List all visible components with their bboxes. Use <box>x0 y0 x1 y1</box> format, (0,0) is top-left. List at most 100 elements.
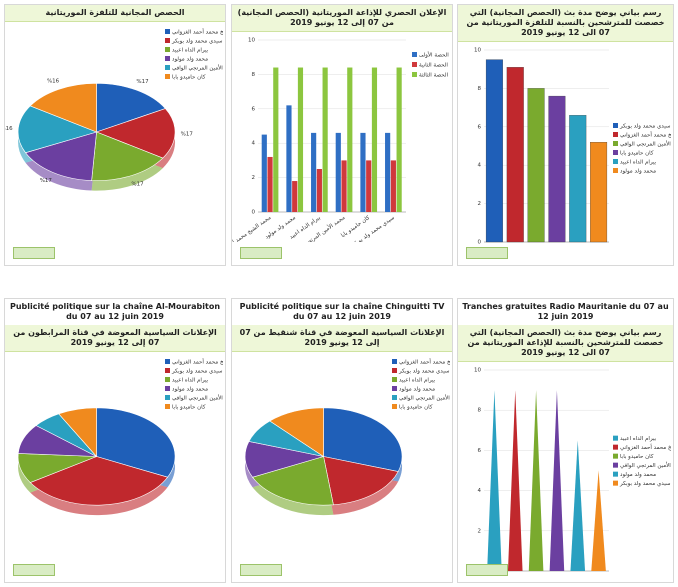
bar <box>385 132 391 212</box>
chart-panel: Tranches gratuites Radio Mauritanie du 0… <box>457 298 674 583</box>
y-tick-label: 2 <box>252 175 256 181</box>
pie-slice <box>17 105 98 154</box>
legend-swatch <box>412 62 417 67</box>
legend-swatch <box>613 141 618 146</box>
value-label: %16 <box>47 78 60 84</box>
legend-label: محمد الأمين المرتجي الوافي <box>172 64 223 72</box>
pie-slice <box>252 456 334 506</box>
legend-swatch <box>165 74 170 79</box>
legend-label: بيرام الداه اعبيد <box>172 48 209 54</box>
pie-slice <box>29 83 97 133</box>
bar <box>569 115 587 243</box>
chart-title: رسم بياني يوضح مدة بث (الحصص المجانية) ا… <box>458 5 673 42</box>
chart-title: الإعلان الحصري للإذاعة الموريتانية (الحص… <box>232 5 452 32</box>
legend-swatch <box>613 435 618 441</box>
chart: %17 %17 %17 %17 %16 %16 محمد الشيخ محمد أحمد ا… <box>5 28 225 191</box>
legend-label: محمد الشيخ محمد أحمد الغزواني <box>620 131 671 139</box>
legend-label: محمد الشيخ محمد أحمد الغزواني <box>172 358 223 366</box>
pie-slice <box>25 131 97 181</box>
legend-label: محمد الشيخ محمد أحمد الغزواني <box>399 358 450 366</box>
chart: 0 2 4 6 8 10 الحصة الأولى الحصة الثانية الحصة ال… <box>232 38 449 264</box>
pie-slice <box>91 131 164 181</box>
legend-label: محمد ولد مولود <box>620 169 656 175</box>
bar <box>311 132 317 212</box>
legend-swatch <box>392 404 397 409</box>
y-tick-label: 8 <box>478 408 482 414</box>
pie-slice <box>96 407 176 478</box>
y-tick-label: 10 <box>474 48 481 54</box>
legend-swatch <box>613 462 618 468</box>
legend-label: محمد الأمين المرتجي الوافي <box>620 461 671 469</box>
legend-swatch <box>165 395 170 400</box>
legend-swatch <box>165 38 170 43</box>
legend-swatch <box>165 359 170 364</box>
bar <box>316 169 322 212</box>
legend-swatch <box>613 168 618 173</box>
chart-title: Publicité politique sur la chaîne Chingu… <box>239 302 445 321</box>
legend-label: الحصة الأولى <box>419 51 449 59</box>
value-label: %17 <box>181 131 194 137</box>
legend-swatch <box>165 377 170 382</box>
bar <box>485 59 503 243</box>
y-tick-label: 0 <box>252 210 256 216</box>
logo <box>13 564 55 576</box>
chart-subtitle: رسم بياني يوضح مدة بث (الحصص المجانية) ا… <box>458 325 673 362</box>
legend-label: محمد الشيخ محمد أحمد الغزواني <box>620 443 671 451</box>
chart: محمد الشيخ محمد أحمد الغزواني سيدي محمد و… <box>17 358 225 516</box>
legend-swatch <box>165 404 170 409</box>
legend-label: محمد الأمين المرتجي الوافي <box>620 140 671 148</box>
legend-label: محمد ولد مولود <box>620 472 656 478</box>
bar <box>548 95 566 243</box>
y-tick-label: 4 <box>478 488 482 494</box>
value-label: %17 <box>131 182 144 188</box>
value-label: %17 <box>40 178 53 184</box>
pie-slice <box>58 407 97 458</box>
bar <box>396 67 402 212</box>
y-tick-label: 2 <box>478 528 482 534</box>
value-label: %16 <box>5 126 13 132</box>
bar <box>297 67 304 212</box>
y-tick-label: 8 <box>478 86 482 92</box>
pie-slice <box>269 407 324 458</box>
chart-title: Publicité politique sur la chaîne Al-Mou… <box>9 302 221 321</box>
legend-swatch <box>165 386 170 391</box>
bar <box>371 67 378 212</box>
legend-swatch <box>392 359 397 364</box>
cone <box>570 440 586 571</box>
legend-swatch <box>613 132 618 137</box>
legend-label: سيدي محمد ولد بوبكر <box>171 38 223 45</box>
pie-slice <box>96 83 166 133</box>
legend-swatch <box>412 52 417 57</box>
legend-swatch <box>392 377 397 382</box>
bar <box>273 67 279 212</box>
bar <box>360 132 366 212</box>
chart-title: الحصص المجانية للتلفزة الموريتانية <box>5 5 225 22</box>
y-tick-label: 0 <box>478 240 482 246</box>
y-tick-label: 10 <box>248 38 255 44</box>
legend-swatch <box>613 444 618 450</box>
legend-swatch <box>392 395 397 400</box>
chart-subtitle: الإعلانات السياسية المعوضة في قناة شنقيط… <box>232 325 452 352</box>
pie-slice <box>323 407 403 472</box>
cone <box>487 390 502 571</box>
cone <box>507 390 523 571</box>
legend-swatch <box>165 65 170 70</box>
logo <box>240 247 282 259</box>
legend-label: محمد ولد مولود <box>399 387 435 393</box>
legend-swatch <box>613 123 618 128</box>
legend-label: بيرام الداه اعبيد <box>620 436 657 442</box>
y-tick-label: 10 <box>474 368 481 374</box>
chart-panel: الحصص المجانية للتلفزة الموريتانية %17 %17… <box>4 4 226 266</box>
legend-swatch <box>613 453 618 459</box>
cone <box>549 390 565 571</box>
legend-label: محمد الأمين المرتجي الوافي <box>399 394 450 402</box>
y-tick-label: 8 <box>252 72 256 78</box>
bar <box>335 132 341 212</box>
legend-swatch <box>165 29 170 34</box>
y-tick-label: 6 <box>478 448 482 454</box>
chart-panel: Publicité politique sur la chaîne Chingu… <box>231 298 453 583</box>
bar <box>341 160 347 212</box>
legend-label: كان حاميدو بابا <box>399 404 433 411</box>
